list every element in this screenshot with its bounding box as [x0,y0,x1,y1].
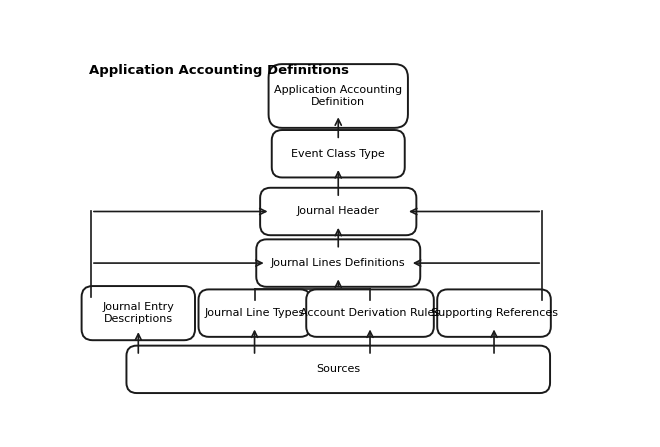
Text: Application Accounting Definitions: Application Accounting Definitions [88,64,348,77]
Text: Journal Lines Definitions: Journal Lines Definitions [271,258,405,268]
Text: Journal Entry
Descriptions: Journal Entry Descriptions [102,302,174,325]
FancyBboxPatch shape [127,346,550,393]
FancyBboxPatch shape [260,188,416,235]
Text: Sources: Sources [316,364,360,374]
Text: Journal Line Types: Journal Line Types [205,308,305,318]
FancyBboxPatch shape [437,289,551,337]
FancyBboxPatch shape [199,289,311,337]
FancyBboxPatch shape [82,286,195,340]
FancyBboxPatch shape [269,64,408,128]
Text: Account Derivation Rules: Account Derivation Rules [300,308,440,318]
Text: Application Accounting
Definition: Application Accounting Definition [274,85,403,107]
FancyBboxPatch shape [256,239,420,287]
Text: Supporting References: Supporting References [430,308,558,318]
FancyBboxPatch shape [272,130,405,177]
FancyBboxPatch shape [306,289,434,337]
Text: Journal Header: Journal Header [297,207,379,216]
Text: Event Class Type: Event Class Type [291,149,385,159]
